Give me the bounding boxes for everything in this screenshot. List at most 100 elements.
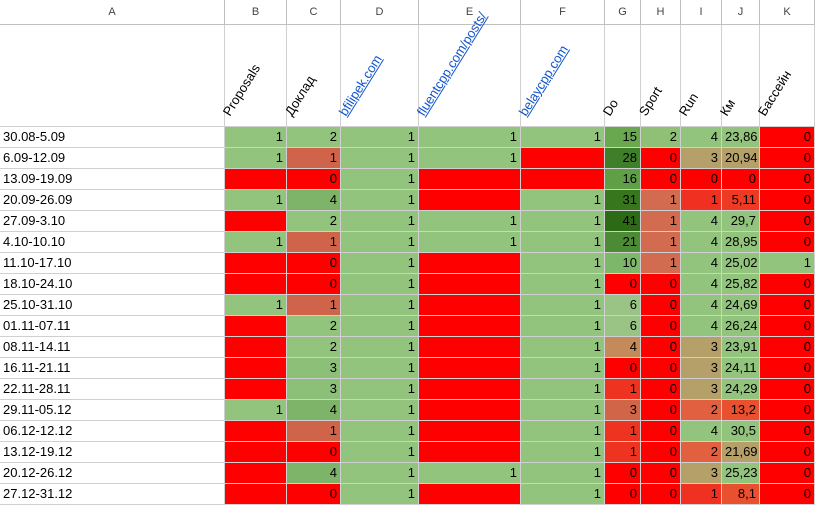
row-label[interactable]: 08.11-14.11 <box>0 337 225 358</box>
data-cell[interactable] <box>419 484 521 505</box>
data-cell[interactable]: 0 <box>760 211 815 232</box>
data-cell[interactable]: 0 <box>605 358 641 379</box>
data-cell[interactable]: 25,23 <box>722 463 760 484</box>
data-cell[interactable]: 4 <box>287 463 341 484</box>
data-cell[interactable]: 1 <box>521 274 605 295</box>
data-cell[interactable] <box>225 316 287 337</box>
data-cell[interactable] <box>419 295 521 316</box>
data-cell[interactable] <box>225 421 287 442</box>
data-cell[interactable]: 1 <box>641 253 681 274</box>
data-cell[interactable]: 10 <box>605 253 641 274</box>
data-cell[interactable]: 3 <box>287 358 341 379</box>
data-cell[interactable]: 2 <box>287 316 341 337</box>
data-cell[interactable]: 4 <box>287 190 341 211</box>
data-cell[interactable]: 1 <box>341 400 419 421</box>
data-cell[interactable]: 3 <box>681 379 722 400</box>
data-cell[interactable]: 1 <box>341 358 419 379</box>
data-cell[interactable] <box>419 253 521 274</box>
data-cell[interactable]: 1 <box>419 211 521 232</box>
data-cell[interactable]: 24,69 <box>722 295 760 316</box>
data-cell[interactable]: 1 <box>341 211 419 232</box>
data-cell[interactable]: 4 <box>287 400 341 421</box>
data-cell[interactable]: 1 <box>225 295 287 316</box>
data-cell[interactable]: 4 <box>681 253 722 274</box>
data-cell[interactable]: 24,11 <box>722 358 760 379</box>
data-cell[interactable]: 0 <box>641 295 681 316</box>
data-cell[interactable]: 0 <box>641 358 681 379</box>
data-cell[interactable]: 1 <box>287 295 341 316</box>
data-cell[interactable]: 1 <box>681 190 722 211</box>
data-cell[interactable]: 1 <box>225 148 287 169</box>
data-cell[interactable]: 0 <box>760 421 815 442</box>
row-label[interactable]: 30.08-5.09 <box>0 127 225 148</box>
data-cell[interactable]: 4 <box>681 211 722 232</box>
row-label[interactable]: 22.11-28.11 <box>0 379 225 400</box>
data-cell[interactable] <box>225 379 287 400</box>
data-cell[interactable]: 1 <box>521 127 605 148</box>
row-label[interactable]: 27.09-3.10 <box>0 211 225 232</box>
data-cell[interactable] <box>419 421 521 442</box>
data-cell[interactable]: 1 <box>605 379 641 400</box>
row-label[interactable]: 01.11-07.11 <box>0 316 225 337</box>
data-cell[interactable] <box>225 463 287 484</box>
data-cell[interactable]: 1 <box>287 232 341 253</box>
data-cell[interactable]: 3 <box>287 379 341 400</box>
data-cell[interactable]: 0 <box>681 169 722 190</box>
data-cell[interactable]: 0 <box>605 484 641 505</box>
data-cell[interactable]: 0 <box>641 463 681 484</box>
data-cell[interactable]: 0 <box>760 190 815 211</box>
data-cell[interactable]: 2 <box>681 442 722 463</box>
data-cell[interactable]: 1 <box>341 316 419 337</box>
data-cell[interactable]: 0 <box>760 337 815 358</box>
data-cell[interactable]: 1 <box>521 484 605 505</box>
data-cell[interactable]: 0 <box>641 148 681 169</box>
data-cell[interactable] <box>419 316 521 337</box>
data-cell[interactable]: 1 <box>287 421 341 442</box>
data-cell[interactable]: 0 <box>641 379 681 400</box>
data-cell[interactable]: 1 <box>521 253 605 274</box>
data-cell[interactable]: 1 <box>341 253 419 274</box>
data-cell[interactable]: 1 <box>225 127 287 148</box>
data-cell[interactable]: 0 <box>760 148 815 169</box>
data-cell[interactable]: 1 <box>521 358 605 379</box>
data-cell[interactable]: 0 <box>641 337 681 358</box>
data-cell[interactable]: 8,1 <box>722 484 760 505</box>
data-cell[interactable]: 1 <box>341 379 419 400</box>
data-cell[interactable]: 3 <box>605 400 641 421</box>
data-cell[interactable]: 4 <box>681 274 722 295</box>
data-cell[interactable]: 29,7 <box>722 211 760 232</box>
data-cell[interactable] <box>521 148 605 169</box>
data-cell[interactable]: 1 <box>341 463 419 484</box>
data-cell[interactable] <box>419 274 521 295</box>
data-cell[interactable]: 4 <box>681 295 722 316</box>
data-cell[interactable]: 1 <box>341 442 419 463</box>
data-cell[interactable]: 25,02 <box>722 253 760 274</box>
data-cell[interactable]: 24,29 <box>722 379 760 400</box>
row-label[interactable]: 11.10-17.10 <box>0 253 225 274</box>
data-cell[interactable] <box>225 169 287 190</box>
data-cell[interactable]: 1 <box>521 421 605 442</box>
data-cell[interactable]: 0 <box>760 484 815 505</box>
data-cell[interactable]: 0 <box>641 421 681 442</box>
data-cell[interactable]: 20,94 <box>722 148 760 169</box>
data-cell[interactable]: 1 <box>521 232 605 253</box>
data-cell[interactable] <box>419 442 521 463</box>
row-label[interactable]: 13.12-19.12 <box>0 442 225 463</box>
row-label[interactable]: 25.10-31.10 <box>0 295 225 316</box>
data-cell[interactable]: 0 <box>760 316 815 337</box>
data-cell[interactable]: 1 <box>521 442 605 463</box>
data-cell[interactable]: 1 <box>521 295 605 316</box>
data-cell[interactable]: 0 <box>641 400 681 421</box>
row-label[interactable]: 13.09-19.09 <box>0 169 225 190</box>
data-cell[interactable]: 3 <box>681 148 722 169</box>
data-cell[interactable]: 1 <box>681 484 722 505</box>
data-cell[interactable]: 3 <box>681 358 722 379</box>
data-cell[interactable]: 4 <box>681 127 722 148</box>
column-header[interactable]: H <box>641 0 681 25</box>
data-cell[interactable]: 1 <box>605 442 641 463</box>
data-cell[interactable]: 1 <box>641 232 681 253</box>
data-cell[interactable]: 26,24 <box>722 316 760 337</box>
data-cell[interactable] <box>225 253 287 274</box>
data-cell[interactable]: 1 <box>341 484 419 505</box>
row-label[interactable]: 20.09-26.09 <box>0 190 225 211</box>
